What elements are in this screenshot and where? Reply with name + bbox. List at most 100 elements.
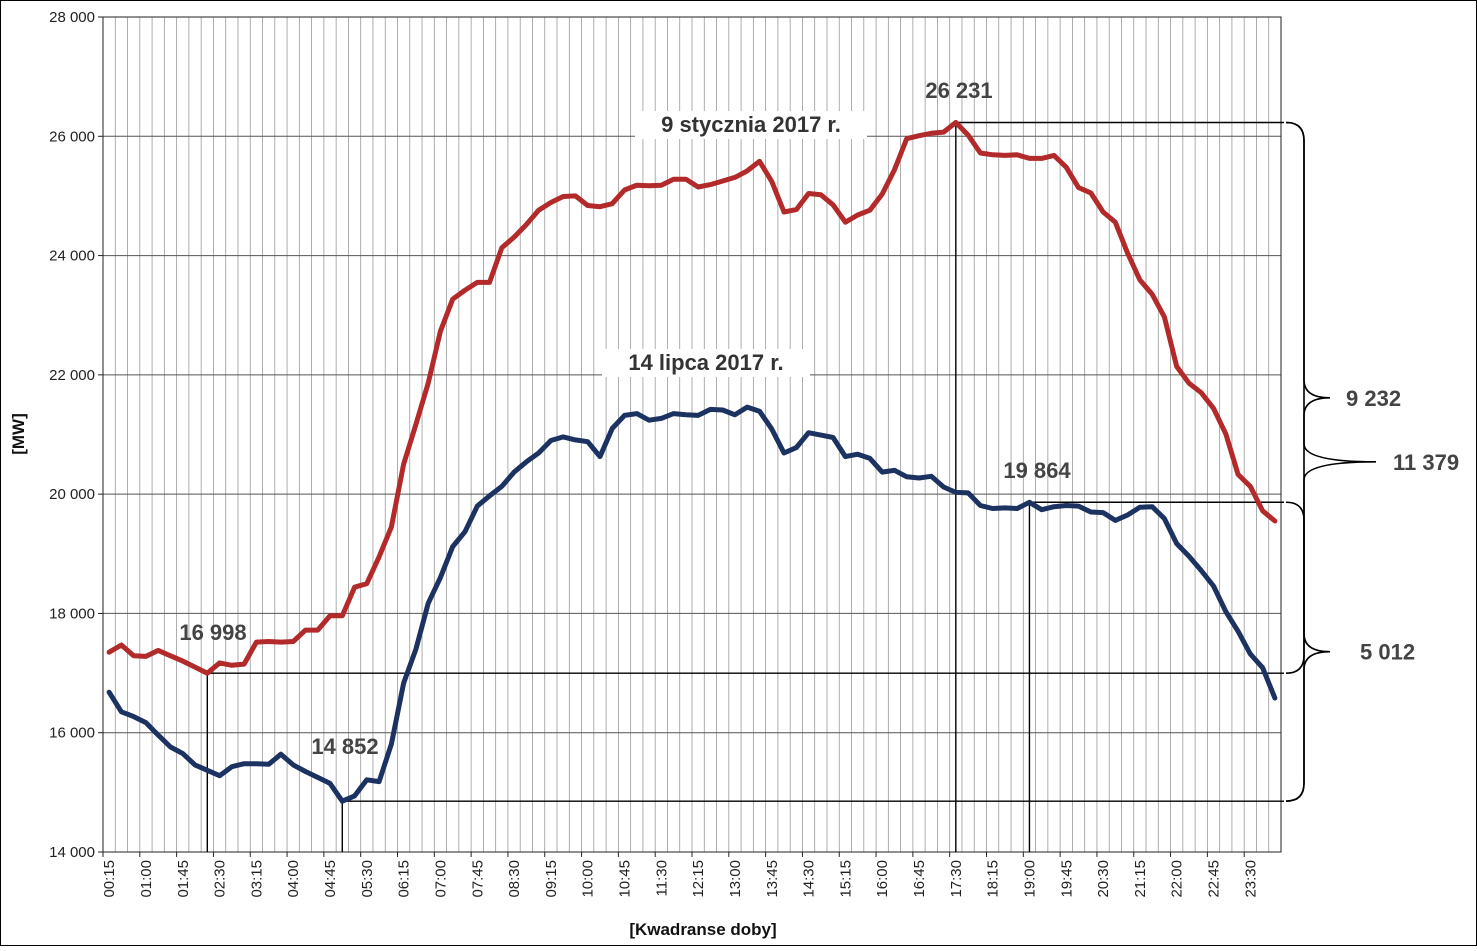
data-point (488, 281, 491, 283)
data-point (844, 456, 847, 458)
data-point (366, 779, 368, 781)
data-point (930, 132, 932, 134)
data-point (1163, 316, 1165, 318)
data-point (722, 409, 724, 411)
data-point (1212, 407, 1215, 409)
data-point (869, 209, 871, 211)
data-point (415, 423, 417, 425)
data-point (1176, 365, 1178, 368)
x-tick-label: 16:00 (874, 860, 891, 898)
data-point (1274, 697, 1276, 699)
y-axis-title: [MW] (9, 413, 28, 455)
data-point (133, 655, 135, 657)
data-point (1127, 514, 1129, 516)
data-point (1176, 543, 1178, 545)
data-point (599, 456, 601, 458)
data-point (979, 152, 982, 154)
data-point (120, 644, 122, 646)
data-point (722, 180, 724, 182)
data-point (452, 298, 454, 300)
data-point (844, 221, 847, 223)
data-point (1041, 509, 1043, 511)
data-point (476, 505, 478, 507)
data-point (182, 753, 184, 755)
data-point (685, 178, 687, 180)
data-point (427, 602, 429, 604)
x-tick-label: 19:00 (1021, 860, 1038, 898)
data-point (918, 135, 920, 137)
data-point (795, 447, 797, 449)
data-point (304, 629, 307, 631)
data-point (317, 776, 319, 779)
data-point (476, 281, 478, 283)
data-point (317, 629, 319, 631)
data-point (992, 507, 994, 510)
data-point (329, 782, 331, 785)
data-point (574, 439, 577, 441)
series-label-summer: 14 lipca 2017 r. (628, 350, 783, 375)
data-point (488, 495, 491, 497)
data-point (709, 184, 712, 186)
data-point (427, 382, 429, 384)
data-point (930, 475, 932, 477)
data-point (354, 795, 356, 797)
y-tick-label: 26 000 (49, 128, 95, 145)
data-point (820, 434, 822, 436)
data-point (501, 485, 503, 487)
data-point (1028, 501, 1030, 503)
total-range-value: 11 379 (1393, 450, 1459, 475)
data-point (1053, 154, 1055, 156)
data-point (967, 134, 969, 136)
data-point (1262, 510, 1264, 512)
data-point (145, 655, 147, 658)
data-point (795, 209, 797, 211)
data-point (746, 406, 748, 408)
data-point (1249, 653, 1251, 655)
data-point (808, 192, 810, 195)
data-point (648, 185, 650, 187)
data-point (538, 209, 540, 211)
data-point (513, 471, 515, 473)
y-tick-label: 28 000 (49, 9, 95, 26)
data-point (1139, 506, 1141, 508)
data-point (108, 691, 110, 693)
summer-min-value: 14 852 (311, 734, 378, 759)
data-point (660, 417, 662, 419)
data-point (1065, 166, 1067, 168)
data-point (1114, 221, 1116, 223)
y-tick-label: 18 000 (49, 605, 95, 622)
data-point (587, 441, 589, 443)
series-line-winter (106, 120, 1278, 676)
summer-max-value: 19 864 (1003, 458, 1071, 483)
data-point (771, 428, 773, 430)
data-point (562, 195, 564, 198)
data-point (550, 439, 552, 442)
data-point (697, 186, 699, 188)
data-point (403, 463, 405, 465)
data-point (1053, 506, 1055, 508)
data-point (403, 682, 405, 684)
data-point (734, 414, 736, 416)
x-axis-title: [Kwadranse doby] (629, 920, 776, 939)
data-point (746, 170, 748, 172)
data-point (758, 160, 761, 162)
data-point (1016, 507, 1018, 510)
data-point (108, 651, 110, 653)
y-tick-label: 16 000 (49, 725, 95, 742)
data-point (268, 640, 270, 643)
data-point (943, 131, 945, 133)
data-point (439, 330, 441, 332)
data-point (452, 546, 454, 548)
x-tick-label: 17:30 (948, 860, 965, 898)
data-point (292, 764, 294, 766)
summer-range-value: 5 012 (1360, 640, 1415, 665)
x-tick-label: 04:00 (285, 860, 302, 898)
data-point (169, 746, 172, 748)
data-point (1127, 252, 1129, 254)
data-point (832, 204, 834, 206)
data-point (979, 504, 982, 507)
x-tick-label: 16:45 (911, 860, 928, 898)
data-point (906, 138, 908, 140)
data-point (636, 184, 638, 186)
data-point (967, 492, 969, 494)
